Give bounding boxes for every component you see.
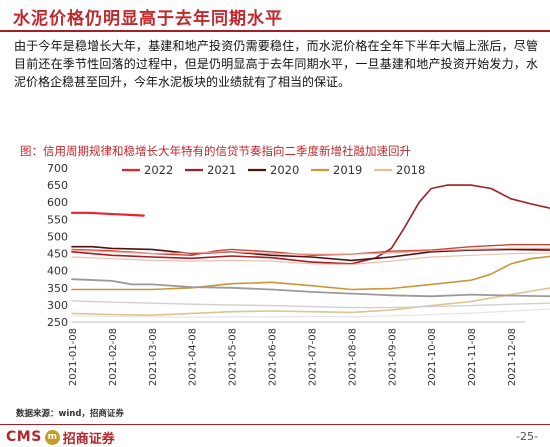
- x-tick-label: 2021-01-08: [68, 328, 79, 386]
- y-tick-label: 400: [47, 265, 68, 278]
- x-tick-label: 2021-12-08: [507, 328, 518, 386]
- title-divider: [0, 30, 550, 32]
- series-line: [71, 308, 550, 318]
- x-tick-label: 2021-10-08: [427, 328, 438, 386]
- y-tick-label: 300: [47, 299, 68, 312]
- series-line-2018: [71, 287, 550, 316]
- series-line: [71, 278, 550, 298]
- x-tick-label: 2021-07-08: [307, 328, 318, 386]
- company-logo: CMS m 招商证券: [6, 428, 115, 447]
- y-tick-label: 550: [47, 213, 68, 226]
- page-title: 水泥价格仍明显高于去年同期水平: [13, 9, 283, 29]
- legend-label-2021: 2021: [207, 163, 236, 177]
- series-line-2019: [71, 255, 550, 291]
- cement-price-line-chart: 250 300 350 400 450 500 550 600 650 700 2021-01-08…: [47, 162, 550, 386]
- y-tick-label: 500: [47, 230, 68, 243]
- x-tick-label: 2021-02-08: [108, 328, 119, 386]
- series-line-2020: [71, 245, 550, 262]
- logo-text: CMS: [6, 429, 42, 445]
- y-tick-label: 650: [47, 179, 68, 192]
- x-tick-label: 2021-11-08: [467, 328, 478, 386]
- y-tick-label: 350: [47, 282, 68, 295]
- series-line-2021: [71, 184, 550, 265]
- y-tick-label: 600: [47, 196, 68, 209]
- footer-divider: [0, 424, 550, 425]
- y-tick-label: 450: [47, 248, 68, 261]
- body-paragraph: 由于今年是稳增长大年，基建和地产投资仍需要稳住，而水泥价格在全年下半年大幅上涨后…: [14, 39, 538, 89]
- figure-caption: 图：信用周期规律和稳增长大年特有的信贷节奏指向二季度新增社融加速回升: [20, 144, 411, 158]
- x-tick-label: 2021-08-08: [347, 328, 358, 386]
- y-tick-label: 700: [47, 162, 68, 175]
- legend-label-2018: 2018: [396, 163, 425, 177]
- x-tick-label: 2021-09-08: [387, 328, 398, 386]
- page-number: -25-: [516, 430, 538, 443]
- data-source-note: 数据来源：wind，招商证券: [16, 409, 124, 419]
- series-line: [71, 300, 550, 309]
- legend-label-2020: 2020: [270, 163, 299, 177]
- logo-company-name: 招商证券: [62, 431, 115, 447]
- logo-badge-icon: m: [44, 429, 60, 445]
- x-tick-label: 2021-05-08: [228, 328, 239, 386]
- x-tick-label: 2021-06-08: [268, 328, 279, 386]
- y-tick-label: 250: [47, 316, 68, 329]
- series-line-2022: [70, 211, 145, 217]
- series-line: [71, 252, 550, 266]
- x-tick-label: 2021-04-08: [188, 328, 199, 386]
- x-tick-label: 2021-03-08: [148, 328, 159, 386]
- legend-label-2022: 2022: [144, 163, 173, 177]
- legend-label-2019: 2019: [333, 163, 362, 177]
- series-line: [71, 247, 550, 255]
